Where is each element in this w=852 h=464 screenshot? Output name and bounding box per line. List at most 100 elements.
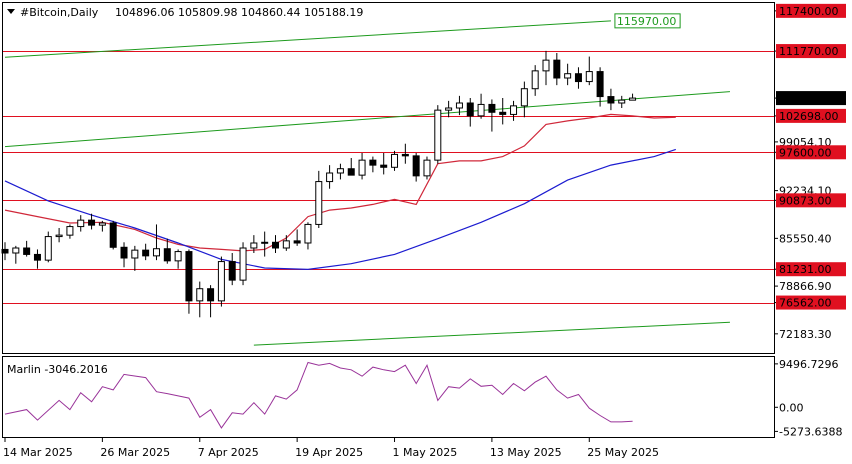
- candle: [553, 53, 561, 86]
- candle: [369, 156, 377, 173]
- candle: [120, 242, 128, 268]
- date-tick-label: 26 Mar 2025: [100, 446, 170, 459]
- candle: [239, 242, 247, 286]
- candle: [510, 100, 518, 121]
- marlin-line-0: [4, 361, 633, 429]
- candle: [607, 88, 615, 111]
- candle: [304, 222, 312, 250]
- candle: [12, 245, 20, 264]
- candle: [207, 285, 215, 318]
- price-tick-label: 117400.00: [779, 5, 839, 18]
- last-price-badge: [776, 91, 846, 106]
- candle: [185, 249, 193, 314]
- price-tick-label: 78866.90: [779, 280, 832, 293]
- price-tick-label: 102698.00: [779, 110, 839, 123]
- candle: [109, 220, 117, 250]
- candle: [434, 105, 442, 164]
- candle: [531, 65, 539, 96]
- candle: [261, 231, 269, 257]
- price-tick-label: 76562.00: [779, 297, 832, 310]
- candle: [596, 67, 604, 107]
- time-axis: 14 Mar 2025 26 Mar 2025 7 Apr 2025 19 Apr 2…: [3, 438, 659, 459]
- indicator-axis: 9496.7296 0.00 -5273.6388: [774, 358, 842, 438]
- candle: [358, 153, 366, 180]
- candle: [77, 215, 85, 232]
- candle: [326, 165, 334, 189]
- candle: [66, 224, 74, 239]
- date-tick-label: 25 May 2025: [587, 446, 659, 459]
- candle: [152, 224, 160, 261]
- candle: [336, 163, 344, 180]
- level-price-badge: [776, 3, 846, 18]
- candle: [412, 153, 420, 182]
- indicator-tick-label: 0.00: [779, 401, 804, 414]
- candle: [282, 235, 290, 251]
- candle: [33, 249, 41, 269]
- indicator-tick-label: 9496.7296: [779, 358, 839, 371]
- candle: [98, 220, 106, 232]
- candle: [455, 95, 463, 116]
- candle: [423, 156, 431, 180]
- price-tick-label: 85550.40: [779, 232, 832, 245]
- indicator-tick-label: -5273.6388: [779, 425, 842, 438]
- chart-title: #Bitcoin,Daily: [20, 6, 99, 19]
- channel-label-0: 115970.00: [617, 15, 677, 28]
- channel-label-box-0: [614, 13, 681, 29]
- candle: [217, 256, 225, 307]
- candlesticks: [1, 50, 637, 318]
- candle: [23, 240, 31, 257]
- price-tick-label: 72183.30: [779, 328, 832, 341]
- candle: [618, 95, 626, 108]
- candle: [293, 229, 301, 246]
- level-price-badge: [776, 44, 846, 59]
- candle: [499, 98, 507, 125]
- collapse-triangle-icon[interactable]: [7, 9, 15, 14]
- price-tick-label: 97600.00: [779, 146, 832, 159]
- candle: [347, 158, 355, 176]
- price-axis: 117400.00111770.00105188.19102698.009905…: [774, 3, 846, 341]
- candle: [228, 253, 236, 286]
- date-tick-label: 19 Apr 2025: [295, 446, 363, 459]
- date-tick-label: 14 Mar 2025: [3, 446, 73, 459]
- candle: [196, 281, 204, 318]
- level-price-badge: [776, 108, 846, 123]
- horizontal-levels: [3, 51, 774, 304]
- candle: [88, 213, 96, 230]
- channel-line-2: [253, 321, 730, 346]
- level-price-badge: [776, 145, 846, 160]
- candle: [466, 98, 474, 127]
- price-tick-label: 81231.00: [779, 263, 832, 276]
- candle: [574, 67, 582, 89]
- candle: [174, 249, 182, 269]
- date-tick-label: 1 May 2025: [393, 446, 458, 459]
- candle: [250, 235, 258, 253]
- channel-line-0: [4, 20, 611, 58]
- ohlc-readout: 104896.06 105809.98 104860.44 105188.19: [115, 6, 363, 19]
- price-tick-label: 90873.00: [779, 194, 832, 207]
- candle: [44, 231, 52, 263]
- indicator-frame: [2, 356, 775, 438]
- candle: [272, 235, 279, 253]
- candle: [163, 238, 171, 264]
- candle: [55, 228, 63, 243]
- trend-channel-lines: 115970.00: [4, 13, 730, 346]
- candle: [401, 143, 409, 164]
- level-price-badge: [776, 262, 846, 277]
- candle: [564, 63, 572, 86]
- candle: [488, 99, 496, 132]
- marlin-indicator-line: [4, 361, 633, 429]
- candle: [380, 153, 388, 175]
- price-tick-label: 111770.00: [779, 45, 839, 58]
- date-tick-label: 7 Apr 2025: [198, 446, 259, 459]
- candle: [315, 170, 323, 228]
- candle: [629, 93, 637, 101]
- indicator-title: Marlin -3046.2016: [7, 363, 108, 376]
- price-tick-label: 105188.19: [779, 92, 839, 105]
- candle: [585, 56, 593, 86]
- level-price-badge: [776, 193, 846, 208]
- main-chart-frame: [2, 2, 775, 354]
- candle: [445, 100, 453, 118]
- candle: [1, 242, 9, 261]
- ma-line-1: [4, 148, 676, 271]
